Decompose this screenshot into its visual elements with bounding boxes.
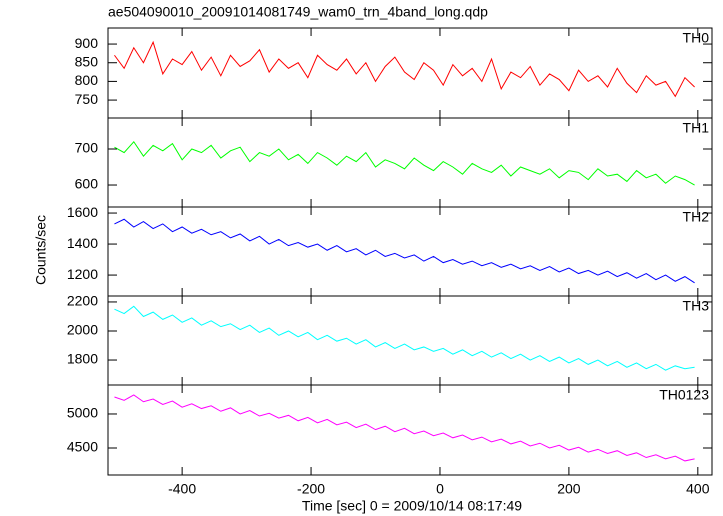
series-line — [114, 40, 695, 98]
y-tick-label: 1200 — [67, 266, 98, 282]
x-tick-label: -200 — [297, 481, 325, 497]
y-tick-label: 1600 — [67, 204, 98, 220]
y-axis-label: Counts/sec — [33, 215, 49, 285]
panel-frame — [107, 384, 713, 476]
x-tick-label: -400 — [168, 481, 196, 497]
y-tick-label: 700 — [75, 140, 99, 156]
series-line — [114, 305, 695, 371]
y-tick-label: 600 — [75, 176, 99, 192]
series-label: TH0 — [683, 30, 710, 46]
series-label: TH0123 — [659, 387, 709, 403]
panel-frame — [107, 206, 713, 297]
y-tick-label: 850 — [75, 53, 99, 69]
y-tick-label: 750 — [75, 91, 99, 107]
x-tick-label: 0 — [436, 481, 444, 497]
y-tick-label: 5000 — [67, 405, 98, 421]
series-label: TH3 — [683, 298, 710, 314]
x-axis-label: Time [sec] 0 = 2009/10/14 08:17:49 — [302, 498, 522, 514]
chart-title: ae504090010_20091014081749_wam0_trn_4ban… — [108, 4, 488, 20]
series-line — [114, 394, 695, 462]
x-tick-label: 200 — [557, 481, 581, 497]
series-line — [114, 140, 695, 186]
y-tick-label: 1400 — [67, 235, 98, 251]
y-tick-label: 4500 — [67, 439, 98, 455]
y-tick-label: 1800 — [67, 351, 98, 367]
series-line — [114, 218, 695, 284]
y-tick-label: 2000 — [67, 322, 98, 338]
panel-frame — [107, 27, 713, 119]
series-label: TH1 — [683, 120, 710, 136]
y-tick-label: 800 — [75, 72, 99, 88]
x-tick-label: 400 — [686, 481, 710, 497]
y-tick-label: 900 — [75, 35, 99, 51]
panel-frame — [107, 295, 713, 386]
y-tick-label: 2200 — [67, 293, 98, 309]
series-label: TH2 — [683, 209, 710, 225]
